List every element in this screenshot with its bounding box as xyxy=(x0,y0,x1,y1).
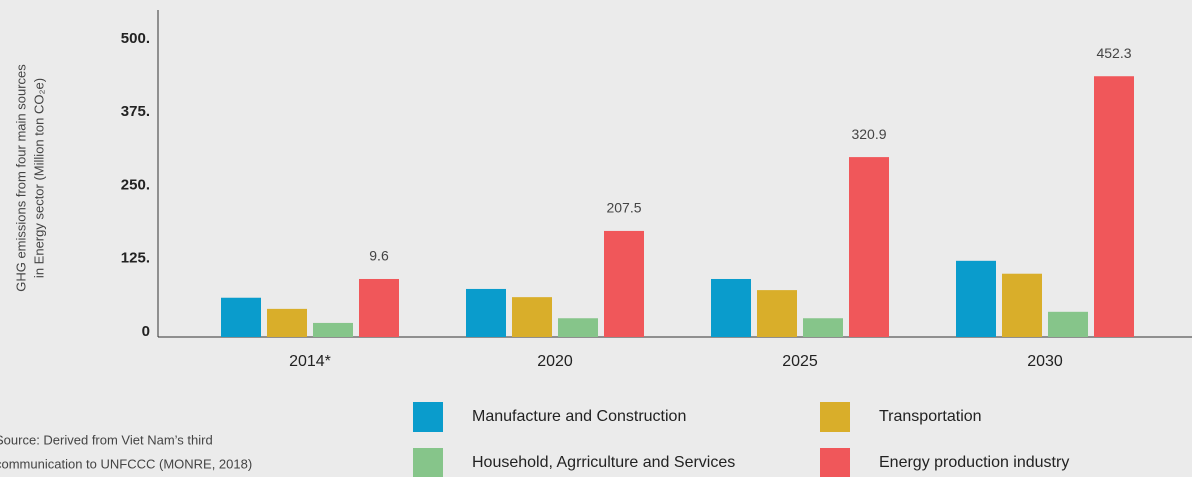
bar xyxy=(956,260,996,337)
legend-swatch xyxy=(820,448,850,477)
annotation: 320.9 xyxy=(851,126,886,142)
legend-swatch xyxy=(413,402,443,432)
bar xyxy=(757,290,797,337)
legend-label: Transportation xyxy=(879,408,982,425)
bar xyxy=(267,308,307,337)
y-tick-label: 125. xyxy=(121,250,150,267)
source-note: communication to UNFCCC (MONRE, 2018) xyxy=(0,456,252,471)
legend-label: Manufacture and Construction xyxy=(472,408,686,425)
bar xyxy=(849,157,889,337)
x-tick-label: 2020 xyxy=(537,353,573,370)
y-axis-label: GHG emissions from four main sources xyxy=(13,64,28,292)
annotation: 9.6 xyxy=(369,248,389,264)
legend-label: Household, Agrriculture and Services xyxy=(472,454,735,471)
legend-swatch xyxy=(413,448,443,477)
bar xyxy=(313,322,353,337)
bar xyxy=(558,318,598,337)
bar xyxy=(512,297,552,337)
x-tick-label: 2030 xyxy=(1027,353,1063,370)
bar xyxy=(359,278,399,337)
legend-label: Energy production industry xyxy=(879,454,1069,471)
legend-swatch xyxy=(820,402,850,432)
y-tick-label: 500. xyxy=(121,30,150,47)
bar xyxy=(466,288,506,337)
y-tick-label: 375. xyxy=(121,103,150,120)
y-tick-label: 250. xyxy=(121,176,150,193)
bar xyxy=(1002,273,1042,337)
bar xyxy=(711,278,751,337)
bar xyxy=(1094,76,1134,337)
bar xyxy=(221,297,261,337)
annotation: 207.5 xyxy=(606,200,641,216)
y-tick-label: 0 xyxy=(142,323,150,340)
x-tick-label: 2025 xyxy=(782,353,818,370)
bar xyxy=(803,318,843,337)
annotation: 452.3 xyxy=(1096,45,1131,61)
bar xyxy=(604,230,644,337)
y-axis-label: in Energy sector (Million ton CO₂e) xyxy=(31,78,46,278)
x-tick-label: 2014* xyxy=(289,353,331,370)
bar xyxy=(1048,311,1088,337)
source-note: Source: Derived from Viet Nam’s third xyxy=(0,432,213,447)
